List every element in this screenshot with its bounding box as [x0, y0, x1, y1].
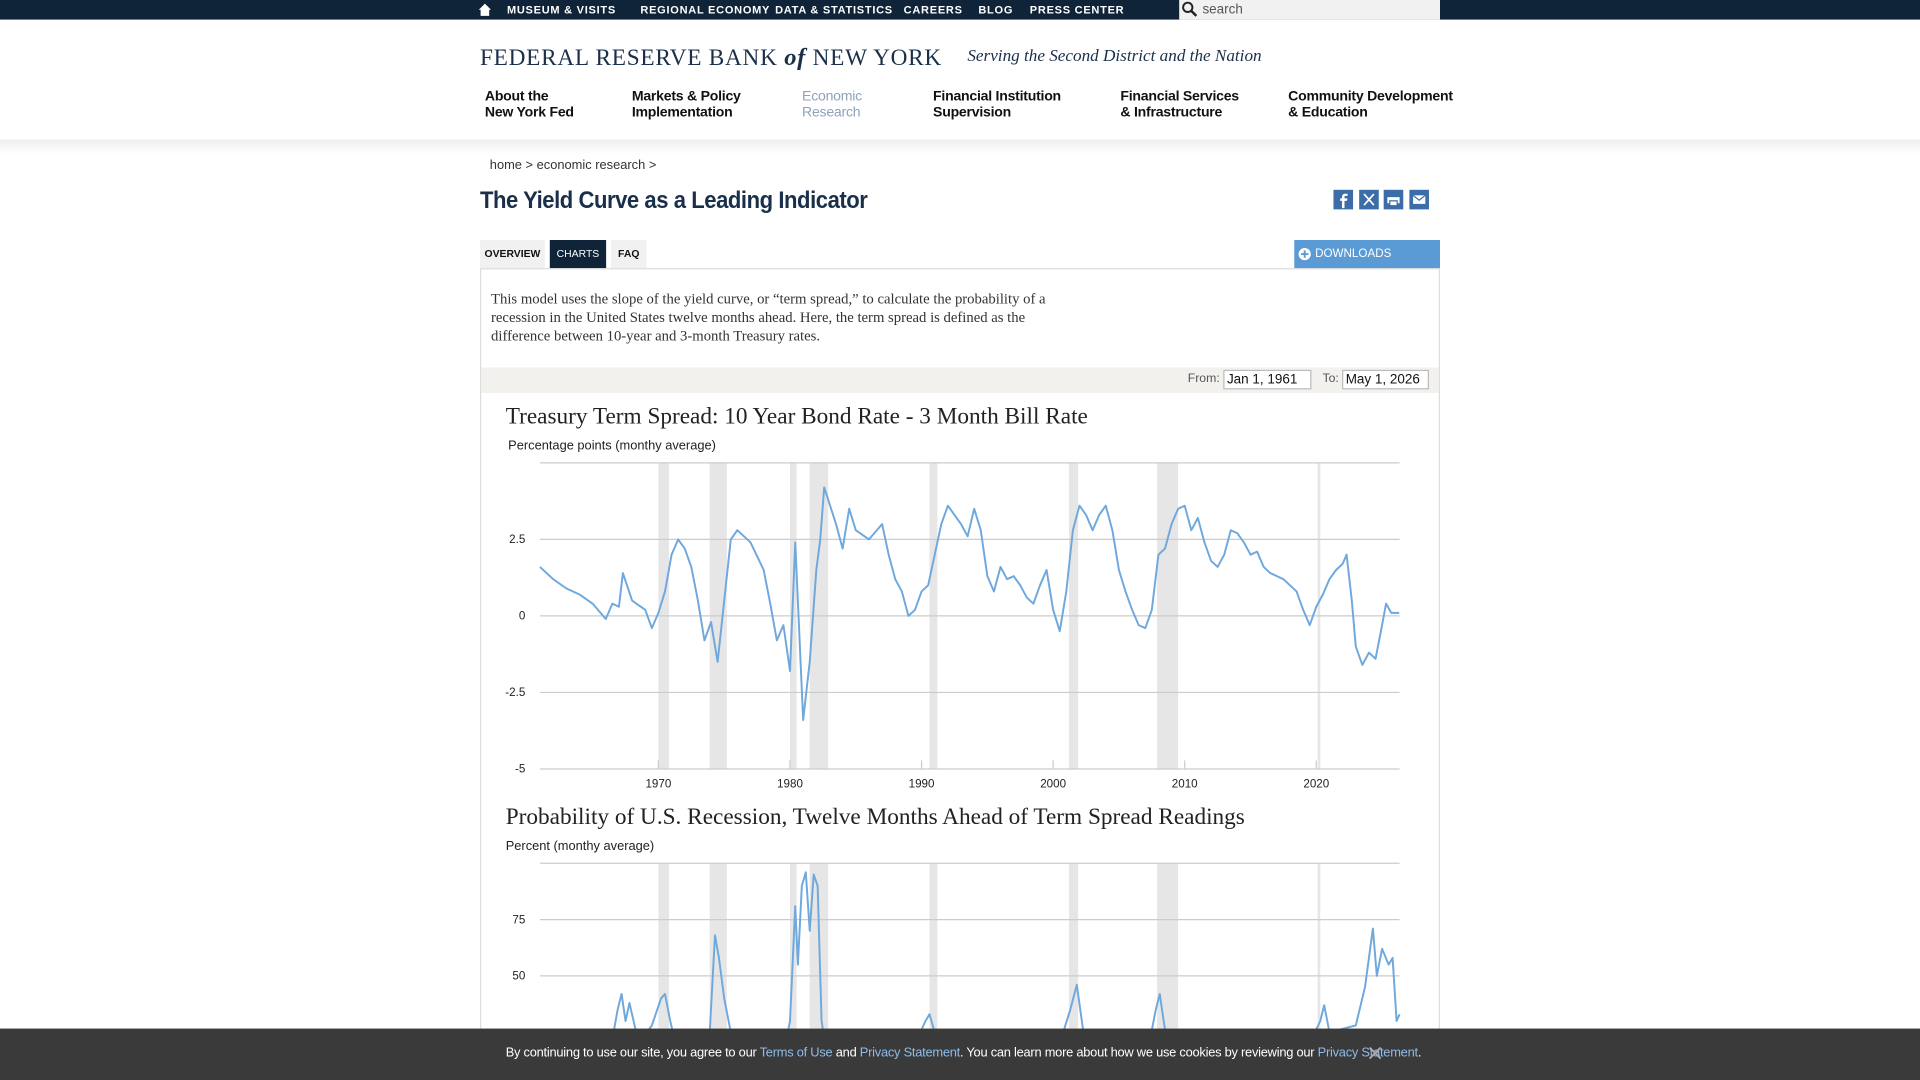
y-tick-label: 50 [512, 970, 525, 983]
logo-text: FEDERAL RESERVE BANK [480, 45, 778, 72]
page-title: The Yield Curve as a Leading Indicator [480, 187, 868, 215]
main-nav-item[interactable]: Financial Services & Infrastructure [1120, 89, 1239, 121]
twitter-button[interactable] [1359, 189, 1379, 210]
logo-of: of [784, 44, 807, 72]
close-button[interactable] [1368, 1046, 1383, 1061]
cookie-text-part: and [835, 1045, 857, 1061]
y-tick-label: 2.5 [509, 533, 525, 546]
cookie-text-part: . [1417, 1045, 1422, 1061]
tab[interactable]: OVERVIEW [480, 240, 545, 269]
tagline: Serving the Second District and the Nati… [967, 47, 1262, 67]
chart-title: Probability of U.S. Recession, Twelve Mo… [506, 804, 1245, 830]
recession-band [809, 863, 829, 1080]
nav-line: Financial Institution [933, 89, 1061, 105]
facebook-button[interactable] [1333, 189, 1354, 210]
terms-link[interactable]: Terms of Use [759, 1045, 833, 1061]
recession-band [929, 863, 938, 1080]
top-nav-link[interactable]: BLOG [978, 3, 1014, 16]
top-bar [0, 0, 1920, 20]
breadcrumb-separator: > [648, 157, 657, 173]
term-spread-chart: Treasury Term Spread: 10 Year Bond Rate … [505, 404, 1400, 790]
description: This model uses the slope of the yield c… [491, 290, 1046, 345]
main-nav-item[interactable]: Financial Institution Supervision [933, 89, 1061, 121]
nav-line: About the [484, 89, 549, 105]
y-axis-label: Percentage points (monthy average) [508, 437, 716, 452]
top-nav-link[interactable]: CAREERS [903, 3, 963, 16]
y-tick-label: 75 [512, 913, 525, 926]
search-placeholder: search [1202, 2, 1243, 18]
cookie-text: By continuing to use our site, you agree… [505, 1045, 1422, 1061]
nav-line: Implementation [631, 105, 733, 120]
cookie-text-part: By continuing to use our site, you agree… [505, 1045, 757, 1061]
chart-title: Treasury Term Spread: 10 Year Bond Rate … [506, 404, 1088, 430]
main-nav-item[interactable]: About the New York Fed [485, 89, 574, 121]
breadcrumb-link[interactable]: home [489, 157, 522, 173]
to-input[interactable]: May 1, 2026 [1342, 369, 1429, 390]
search-icon [1182, 1, 1198, 17]
search-box[interactable]: search [1179, 0, 1440, 20]
x-tick-label: 2020 [1303, 777, 1329, 790]
recession-band [1068, 863, 1079, 1080]
breadcrumb-separator: > [525, 157, 534, 173]
nav-line: Economic [802, 89, 862, 105]
x-tick-label: 2000 [1040, 777, 1066, 790]
from-input[interactable]: Jan 1, 1961 [1223, 369, 1312, 390]
x-tick-label: 1980 [777, 777, 803, 790]
recession-band [658, 863, 669, 1080]
tab-active[interactable]: CHARTS [549, 240, 607, 269]
nav-line: New York Fed [484, 105, 574, 120]
recession-band [789, 863, 797, 1080]
recession-band [1317, 863, 1321, 1080]
top-nav-link[interactable]: DATA & STATISTICS [775, 3, 893, 16]
to-label: To: [1322, 372, 1339, 386]
nav-line: Financial Services [1120, 89, 1239, 105]
main-nav-item[interactable]: Markets & Policy Implementation [632, 89, 741, 121]
nav-line: & Education [1288, 105, 1368, 120]
downloads-label: DOWNLOADS [1315, 247, 1392, 261]
nav-line: Supervision [933, 105, 1011, 120]
recession-band [1157, 863, 1179, 1080]
breadcrumb: home > economic research > [490, 158, 657, 173]
privacy-link[interactable]: Privacy Statement [859, 1045, 960, 1061]
breadcrumb-link[interactable]: economic research [536, 157, 646, 173]
y-tick-label: 0 [519, 610, 526, 623]
x-tick-label: 1990 [909, 777, 935, 790]
nav-line: Markets & Policy [631, 89, 741, 105]
nav-line: Research [802, 105, 861, 120]
top-nav-link[interactable]: PRESS CENTER [1029, 3, 1125, 16]
x-tick-label: 1970 [645, 777, 671, 790]
content-box [480, 268, 1440, 1080]
top-nav-link[interactable]: MUSEUM & VISITS [506, 3, 616, 16]
y-tick-label: -5 [515, 763, 525, 776]
privacy-link[interactable]: Privacy Statement [1317, 1045, 1418, 1061]
y-axis-label: Percent (monthy average) [506, 838, 655, 853]
x-tick-label: 2010 [1172, 777, 1198, 790]
logo-text: NEW YORK [812, 45, 942, 72]
main-nav-item[interactable]: Economic Research [802, 89, 862, 121]
tab[interactable]: FAQ [611, 240, 647, 269]
header-shadow [0, 139, 1920, 155]
recession-band [709, 863, 727, 1080]
data-line [539, 486, 1400, 721]
from-label: From: [1187, 372, 1220, 386]
downloads-button[interactable]: DOWNLOADS [1294, 240, 1440, 269]
plus-icon [1298, 247, 1311, 261]
cookie-text-part: . You can learn more about how we use co… [959, 1045, 1315, 1061]
home-icon[interactable] [478, 2, 493, 17]
main-nav-item[interactable]: Community Development & Education [1288, 89, 1453, 121]
logo[interactable]: FEDERAL RESERVE BANK of NEW YORK [480, 44, 942, 72]
top-nav-link[interactable]: REGIONAL ECONOMY [640, 3, 771, 16]
nav-line: & Infrastructure [1120, 105, 1223, 120]
nav-line: Community Development [1288, 89, 1453, 105]
y-tick-label: -2.5 [505, 686, 525, 699]
print-button[interactable] [1383, 189, 1404, 210]
cookie-banner [0, 1028, 1920, 1080]
email-button[interactable] [1409, 189, 1429, 210]
